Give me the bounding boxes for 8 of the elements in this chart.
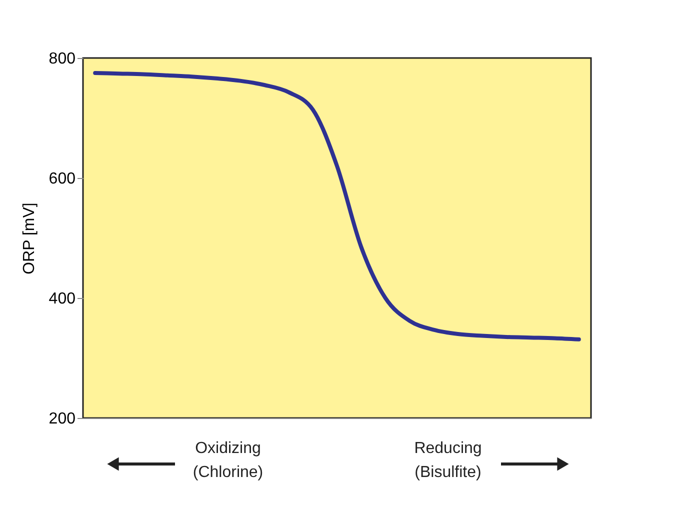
y-tick-label: 400 [48, 290, 76, 308]
text: Oxidizing (Chlorine) [192, 440, 264, 481]
y-tick-label: 600 [48, 170, 76, 188]
text: Reducing (Bisulfite) [414, 440, 482, 481]
line-series [93, 71, 581, 342]
y-axis-title: ORP [mV] [20, 202, 38, 274]
y-tick-label: 200 [48, 410, 76, 428]
y-tick-label: 800 [48, 50, 76, 68]
